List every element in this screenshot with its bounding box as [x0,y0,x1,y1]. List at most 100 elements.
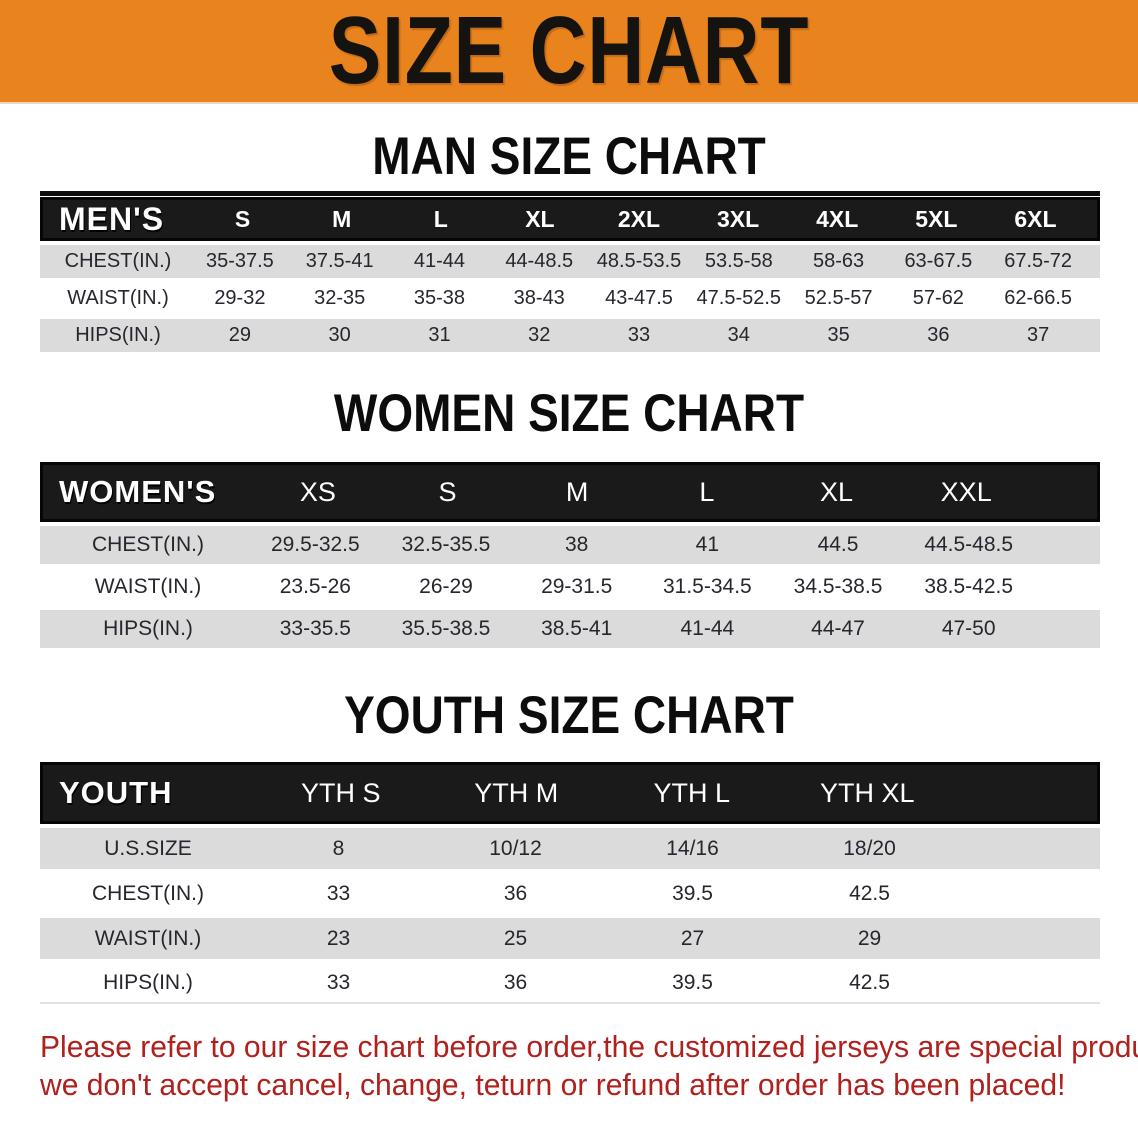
women-section-heading: WOMEN SIZE CHART [333,383,805,443]
table-header-row: WOMEN'S XS S M L XL XXL [40,462,1100,522]
value-cell: 33 [627,324,651,346]
value-cell: 37 [1027,324,1050,346]
value-cell: 32-35 [314,287,366,309]
value-cell: 38.5-42.5 [924,575,1014,598]
value-cell: 33 [326,970,351,994]
size-column-header: YTH M [474,777,559,808]
value-cell: 30 [328,324,351,346]
size-column-header: 4XL [816,205,859,232]
measurement-row: WAIST(IN.) 23.5-26 26-29 29-31.5 31.5-34.5 34… [40,568,1100,606]
value-cell: 29.5-32.5 [270,533,360,556]
size-column-header: L [699,476,715,507]
value-cell: 38.5-41 [541,617,613,640]
value-cell: 37.5-41 [305,250,374,272]
value-cell: 29-32 [214,287,266,309]
measurement-row: HIPS(IN.) 29 30 31 32 33 34 35 36 37 [40,319,1100,352]
disclaimer-note: Please refer to our size chart before or… [40,1028,1138,1104]
disclaimer-line-1: Please refer to our size chart before or… [40,1029,1138,1064]
value-cell: 32 [528,324,551,346]
value-cell: 44-48.5 [505,250,574,272]
value-cell: 31.5-34.5 [662,575,752,598]
row-label-cell: HIPS(IN.) [103,617,193,640]
size-column-header: XS [299,476,336,507]
measurement-row: CHEST(IN.) 33 36 39.5 42.5 [40,873,1100,914]
row-label-cell: WAIST(IN.) [67,287,169,309]
row-label-cell: CHEST(IN.) [64,250,172,272]
value-cell: 53.5-58 [704,250,773,272]
value-cell: 27 [680,926,705,950]
men-section-heading: MAN SIZE CHART [372,126,766,186]
size-column-header: L [433,205,448,232]
value-cell: 57-62 [912,287,964,309]
youth-size-table: YOUTH YTH S YTH M YTH L YTH XL U.S.SIZE 8 10/12… [40,762,1100,1004]
value-cell: 41 [695,533,720,556]
size-column-header: YTH S [300,777,381,808]
row-label-cell: WAIST(IN.) [94,926,202,950]
value-cell: 44-47 [811,617,865,640]
value-cell: 41-44 [413,250,466,272]
value-cell: 39.5 [672,970,713,994]
table-title-cell: MEN'S [59,200,165,237]
men-size-table: MEN'S S M L XL 2XL 3XL 4XL 5XL 6XL CHEST(IN.) 35-37… [40,191,1100,352]
size-column-header: YTH L [653,777,731,808]
value-cell: 39.5 [672,881,713,905]
row-label-cell: CHEST(IN.) [92,533,204,556]
row-label-cell: CHEST(IN.) [92,881,204,905]
value-cell: 29 [228,324,252,346]
size-column-header: YTH XL [819,777,915,808]
value-cell: 67.5-72 [1004,250,1073,272]
table-header-row: MEN'S S M L XL 2XL 3XL 4XL 5XL 6XL [40,191,1100,241]
value-cell: 41-44 [680,617,735,640]
value-cell: 23.5-26 [279,575,351,598]
measurement-row: U.S.SIZE 8 10/12 14/16 18/20 [40,828,1100,869]
value-cell: 35 [827,324,850,346]
youth-section-heading: YOUTH SIZE CHART [344,685,794,745]
youth-section: YOUTH SIZE CHART YOUTH YTH S YTH M YTH L YTH… [0,685,1138,1004]
value-cell: 36 [927,324,950,346]
value-cell: 33 [326,881,351,905]
value-cell: 34.5-38.5 [793,575,883,598]
value-cell: 10/12 [489,836,542,860]
row-label-cell: WAIST(IN.) [94,575,202,598]
size-column-header: 3XL [717,205,760,232]
value-cell: 38-43 [513,287,565,309]
value-cell: 44.5-48.5 [924,533,1014,556]
value-cell: 14/16 [666,836,719,860]
row-label-cell: HIPS(IN.) [75,324,161,346]
value-cell: 29 [857,926,882,950]
size-column-header: 5XL [915,205,958,232]
table-header-row: YOUTH YTH S YTH M YTH L YTH XL [40,762,1100,824]
value-cell: 8 [332,836,345,860]
size-column-header: XXL [940,476,992,507]
men-section: MAN SIZE CHART MEN'S S M L XL 2XL 3XL 4XL 5XL 6XL… [0,126,1138,352]
value-cell: 36 [503,970,528,994]
value-cell: 52.5-57 [804,287,873,309]
value-cell: 43-47.5 [605,287,673,309]
row-label-cell: HIPS(IN.) [103,970,193,994]
size-column-header: 6XL [1014,205,1057,232]
value-cell: 44.5 [817,533,859,556]
size-column-header: 2XL [617,205,661,232]
table-title-cell: WOMEN'S [59,474,217,509]
size-column-header: S [234,205,251,232]
value-cell: 58-63 [813,250,865,272]
value-cell: 47.5-52.5 [696,287,782,309]
measurement-row: WAIST(IN.) 23 25 27 29 [40,918,1100,959]
women-size-table: WOMEN'S XS S M L XL XXL CHEST(IN.) 29.5-32.5 32.5… [40,462,1100,648]
value-cell: 23 [326,926,351,950]
value-cell: 38 [565,533,589,556]
value-cell: 62-66.5 [1004,287,1073,309]
value-cell: 48.5-53.5 [596,250,682,272]
measurement-row: HIPS(IN.) 33-35.5 35.5-38.5 38.5-41 41-44 44-… [40,610,1100,648]
value-cell: 35-38 [413,287,466,309]
value-cell: 33-35.5 [279,617,351,640]
measurement-row: CHEST(IN.) 35-37.5 37.5-41 41-44 44-48.5 48.5… [40,245,1100,278]
row-label-cell: U.S.SIZE [104,836,192,860]
size-column-header: S [438,476,457,507]
banner-title: SIZE CHART [328,0,810,104]
value-cell: 42.5 [849,881,890,905]
disclaimer-line-2: we don't accept cancel, change, teturn o… [40,1067,1066,1102]
value-cell: 18/20 [843,836,896,860]
size-column-header: XL [820,476,854,507]
value-cell: 47-50 [941,617,996,640]
